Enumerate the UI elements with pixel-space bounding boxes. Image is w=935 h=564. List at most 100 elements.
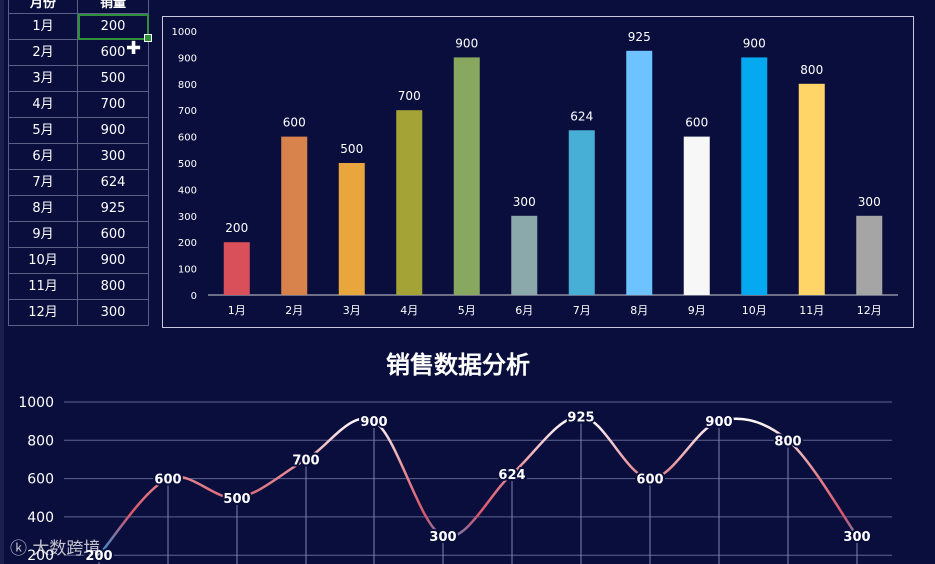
- bar-data-label: 300: [513, 195, 536, 209]
- bar-category-label: 2月: [285, 304, 303, 317]
- month-cell[interactable]: 12月: [8, 299, 78, 326]
- bar-category-label: 4月: [400, 304, 418, 317]
- sales-cell[interactable]: 600: [77, 39, 149, 66]
- bar: [281, 136, 308, 295]
- bar-data-label: 624: [570, 109, 593, 123]
- month-cell[interactable]: 9月: [8, 221, 78, 248]
- line-data-label: 300: [429, 530, 456, 545]
- month-cell[interactable]: 10月: [8, 247, 78, 274]
- bar-data-label: 900: [455, 36, 478, 50]
- line-data-label: 600: [636, 473, 663, 488]
- line-data-label: 700: [292, 453, 319, 468]
- bar-data-label: 800: [800, 63, 823, 77]
- data-table[interactable]: 月份 销量 1月 200 2月 600 3月 500 4月 700 5月 900 6月 300 7月 62…: [8, 0, 149, 326]
- table-row: 4月 700: [8, 91, 149, 118]
- sales-cell[interactable]: 900: [77, 117, 149, 144]
- table-row: 9月 600: [8, 221, 149, 248]
- month-cell[interactable]: 11月: [8, 273, 78, 300]
- bar-category-label: 8月: [630, 304, 648, 317]
- table-row: 8月 925: [8, 195, 149, 222]
- bar: [223, 242, 250, 295]
- cell-cursor-icon: ✚: [126, 38, 142, 59]
- bar-y-tick-label: 1000: [172, 27, 197, 38]
- bar-chart[interactable]: 0 100 200 300 400 500 600 700 800 900 1000 200 1月 600…: [162, 16, 914, 328]
- header-month[interactable]: 月份: [8, 0, 78, 14]
- bar-data-label: 925: [628, 30, 651, 44]
- table-row: 12月 300: [8, 299, 149, 326]
- line-chart[interactable]: 销售数据分析 200 400 600 800 1000 200 600 500 700 900 300…: [0, 335, 935, 564]
- bar-category-label: 9月: [688, 304, 706, 317]
- month-cell[interactable]: 5月: [8, 117, 78, 144]
- sales-cell[interactable]: 800: [77, 273, 149, 300]
- month-cell[interactable]: 2月: [8, 39, 78, 66]
- bar-y-tick-label: 800: [178, 80, 197, 91]
- table-row: 3月 500: [8, 65, 149, 92]
- bar-y-tick-label: 100: [178, 265, 197, 276]
- bar: [396, 110, 423, 295]
- bar-data-label: 600: [283, 116, 306, 130]
- bar: [626, 50, 653, 295]
- table-row: 1月 200: [8, 13, 149, 40]
- table-row: 2月 600: [8, 39, 149, 66]
- month-cell[interactable]: 1月: [8, 13, 78, 40]
- bar: [453, 57, 480, 296]
- sales-cell[interactable]: 600: [77, 221, 149, 248]
- bar-data-label: 300: [858, 195, 881, 209]
- month-cell[interactable]: 3月: [8, 65, 78, 92]
- table-row: 5月 900: [8, 117, 149, 144]
- month-cell[interactable]: 6月: [8, 143, 78, 170]
- header-sales[interactable]: 销量: [77, 0, 149, 14]
- bar: [568, 130, 595, 295]
- bar-y-tick-label: 900: [178, 53, 197, 64]
- bar: [856, 215, 883, 295]
- bar-category-label: 12月: [857, 304, 882, 317]
- sales-cell[interactable]: 925: [77, 195, 149, 222]
- bar-category-label: 1月: [228, 304, 246, 317]
- watermark: ⓚ 大数跨境: [10, 534, 100, 559]
- line-data-label: 925: [567, 410, 594, 425]
- line-data-label: 300: [843, 530, 870, 545]
- bar-y-tick-label: 500: [178, 159, 197, 170]
- bar-category-label: 10月: [742, 304, 767, 317]
- sales-cell[interactable]: 624: [77, 169, 149, 196]
- month-cell[interactable]: 4月: [8, 91, 78, 118]
- month-cell[interactable]: 7月: [8, 169, 78, 196]
- sheet-gutter: [0, 0, 4, 564]
- bar: [683, 136, 710, 295]
- bar-data-label: 200: [225, 221, 248, 235]
- bar-category-label: 11月: [799, 304, 824, 317]
- bar-y-tick-label: 700: [178, 106, 197, 117]
- fill-handle[interactable]: [144, 34, 152, 42]
- bar-category-label: 5月: [458, 304, 476, 317]
- bar: [741, 57, 768, 296]
- line-y-tick-label: 1000: [18, 395, 54, 411]
- line-y-tick-label: 800: [27, 433, 54, 449]
- bar-y-tick-label: 400: [178, 185, 197, 196]
- bar-data-label: 500: [340, 142, 363, 156]
- line-series: [98, 415, 859, 557]
- table-header-row: 月份 销量: [8, 0, 149, 14]
- line-data-label: 900: [360, 415, 387, 430]
- line-data-label: 800: [774, 434, 801, 449]
- bar-y-tick-label: 600: [178, 133, 197, 144]
- sales-cell[interactable]: 300: [77, 143, 149, 170]
- sales-cell[interactable]: 200: [77, 13, 149, 40]
- sales-cell[interactable]: 700: [77, 91, 149, 118]
- watermark-logo-icon: ⓚ: [10, 539, 27, 559]
- sales-cell[interactable]: 500: [77, 65, 149, 92]
- line-data-label: 200: [85, 549, 112, 564]
- table-row: 11月 800: [8, 273, 149, 300]
- bar-y-tick-label: 200: [178, 238, 197, 249]
- line-chart-svg: 销售数据分析 200 400 600 800 1000 200 600 500 700 900 300…: [18, 350, 892, 564]
- bar-data-label: 700: [398, 89, 421, 103]
- table-row: 7月 624: [8, 169, 149, 196]
- line-y-tick-label: 600: [27, 472, 54, 488]
- sales-cell[interactable]: 300: [77, 299, 149, 326]
- bar: [338, 163, 365, 295]
- table-row: 10月 900: [8, 247, 149, 274]
- sales-cell[interactable]: 900: [77, 247, 149, 274]
- line-data-label: 900: [705, 415, 732, 430]
- bar-category-label: 7月: [573, 304, 591, 317]
- month-cell[interactable]: 8月: [8, 195, 78, 222]
- bar-data-label: 900: [743, 36, 766, 50]
